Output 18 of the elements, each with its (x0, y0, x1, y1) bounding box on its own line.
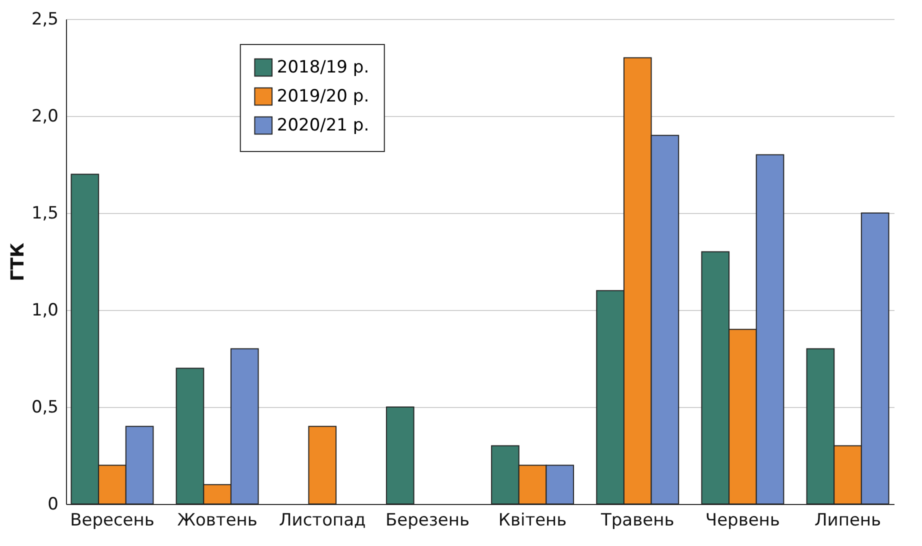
x-tick-label: Жовтень (177, 510, 258, 530)
y-tick-label: 2,0 (31, 106, 58, 126)
x-tick-label: Березень (385, 510, 470, 530)
x-tick-label: Листопад (278, 510, 366, 530)
x-tick-label: Квітень (498, 510, 567, 530)
legend-label: 2020/21 р. (276, 116, 370, 136)
y-tick-label: 2,5 (31, 10, 58, 30)
x-tick-label: Червень (705, 510, 780, 530)
y-tick-label: 1,0 (31, 300, 58, 320)
y-axis-title: ГТК (7, 242, 28, 282)
x-tick-label: Липень (814, 510, 882, 530)
y-tick-label: 0,5 (31, 398, 58, 418)
x-tick-label: Вересень (70, 510, 154, 530)
legend-label: 2018/19 р. (276, 58, 370, 78)
x-tick-label: Травень (600, 510, 674, 530)
legend-label: 2019/20 р. (276, 86, 370, 106)
y-tick-label: 0 (48, 494, 58, 514)
y-tick-label: 1,5 (31, 204, 58, 224)
